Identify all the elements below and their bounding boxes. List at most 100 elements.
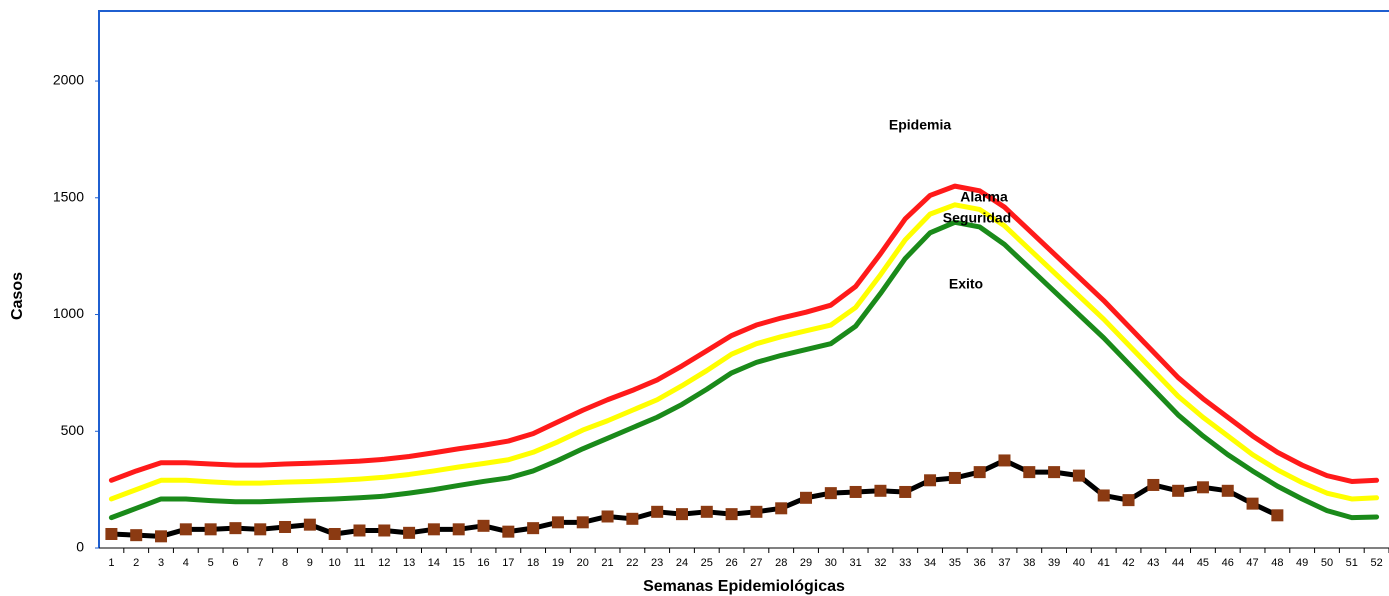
marker [1072,469,1085,482]
x-tick-label: 13 [403,557,415,569]
y-tick-label: 0 [76,539,84,555]
marker [477,519,490,532]
x-tick-label: 16 [477,557,489,569]
x-tick-label: 4 [183,557,189,569]
marker [155,530,168,543]
marker [1196,481,1209,494]
marker [527,522,540,535]
marker [378,524,391,537]
x-tick-label: 15 [453,557,465,569]
x-tick-label: 14 [428,557,440,569]
marker [452,523,465,536]
y-tick-label: 1500 [53,188,84,204]
marker [303,518,316,531]
marker [204,523,217,536]
marker [973,466,986,479]
x-tick-label: 33 [899,557,911,569]
marker [750,505,763,518]
x-tick-label: 46 [1222,557,1234,569]
x-tick-label: 44 [1172,557,1184,569]
marker [328,527,341,540]
marker [1122,494,1135,507]
marker [1048,466,1061,479]
marker [1221,484,1234,497]
x-tick-label: 45 [1197,557,1209,569]
x-tick-label: 39 [1048,557,1060,569]
x-tick-label: 25 [701,557,713,569]
x-tick-label: 42 [1122,557,1134,569]
x-tick-label: 41 [1098,557,1110,569]
zone-label: Epidemia [889,117,951,133]
marker [626,512,639,525]
x-tick-label: 20 [577,557,589,569]
marker [353,524,366,537]
marker [229,522,242,535]
x-tick-label: 12 [378,557,390,569]
marker [1271,509,1284,522]
marker [998,454,1011,467]
x-tick-label: 34 [924,557,936,569]
x-tick-label: 30 [825,557,837,569]
series-line [108,219,1380,521]
marker [601,510,614,523]
x-tick-label: 1 [108,557,114,569]
x-tick-label: 32 [874,557,886,569]
x-tick-label: 17 [502,557,514,569]
marker [105,527,118,540]
x-axis-title: Semanas Epidemiológicas [643,578,845,595]
x-tick-label: 52 [1370,557,1382,569]
zone-label: Alarma [960,189,1008,205]
marker [775,502,788,515]
x-tick-label: 5 [208,557,214,569]
marker [824,487,837,500]
x-tick-label: 9 [307,557,313,569]
series-line [108,183,1380,484]
x-tick-label: 23 [651,557,663,569]
zone-label: Exito [949,276,983,292]
y-tick-label: 1000 [53,305,84,321]
marker [1023,466,1036,479]
x-tick-label: 18 [527,557,539,569]
marker [924,474,937,487]
y-tick-label: 500 [61,422,85,438]
marker [651,505,664,518]
marker [279,520,292,533]
marker [576,516,589,529]
marker [1246,497,1259,510]
marker [1172,484,1185,497]
zone-label: Seguridad [943,210,1011,226]
marker [874,484,887,497]
x-tick-label: 36 [974,557,986,569]
x-tick-label: 8 [282,557,288,569]
x-tick-label: 50 [1321,557,1333,569]
x-tick-label: 40 [1073,557,1085,569]
x-tick-label: 35 [949,557,961,569]
marker [1147,478,1160,491]
marker [948,471,961,484]
x-tick-label: 37 [998,557,1010,569]
x-tick-label: 28 [775,557,787,569]
x-tick-label: 19 [552,557,564,569]
x-tick-label: 21 [601,557,613,569]
x-tick-label: 38 [1023,557,1035,569]
marker [675,508,688,521]
x-tick-label: 3 [158,557,164,569]
x-tick-label: 48 [1271,557,1283,569]
x-tick-label: 26 [725,557,737,569]
marker [700,505,713,518]
marker [179,523,192,536]
x-tick-label: 47 [1246,557,1258,569]
x-tick-label: 7 [257,557,263,569]
x-tick-label: 49 [1296,557,1308,569]
x-tick-label: 51 [1346,557,1358,569]
x-tick-label: 22 [626,557,638,569]
series-line [108,202,1380,502]
marker [130,529,143,542]
x-tick-label: 2 [133,557,139,569]
marker [403,526,416,539]
marker [1097,489,1110,502]
x-tick-label: 11 [354,557,365,569]
marker [427,523,440,536]
